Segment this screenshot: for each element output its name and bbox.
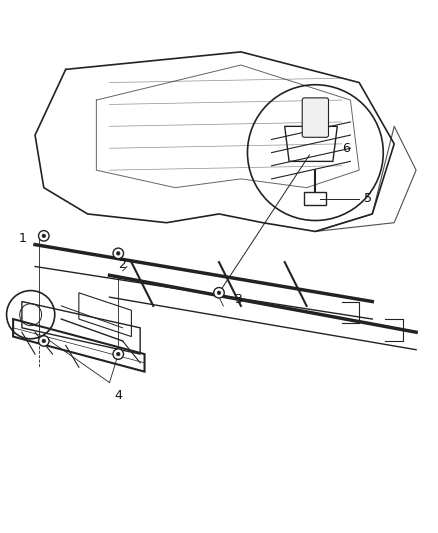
Circle shape — [117, 252, 120, 255]
Circle shape — [217, 291, 221, 295]
Polygon shape — [304, 192, 326, 205]
Text: 4: 4 — [114, 389, 122, 402]
FancyBboxPatch shape — [302, 98, 328, 138]
Text: 3: 3 — [234, 293, 242, 306]
Text: 1: 1 — [18, 231, 26, 245]
Circle shape — [214, 287, 224, 298]
Circle shape — [113, 349, 124, 359]
Circle shape — [42, 234, 46, 238]
Text: 2: 2 — [118, 258, 126, 271]
Circle shape — [39, 231, 49, 241]
Text: 5: 5 — [364, 192, 371, 205]
Text: 6: 6 — [342, 142, 350, 155]
Circle shape — [39, 336, 49, 346]
Circle shape — [42, 339, 46, 343]
Circle shape — [113, 248, 124, 259]
Circle shape — [117, 352, 120, 356]
